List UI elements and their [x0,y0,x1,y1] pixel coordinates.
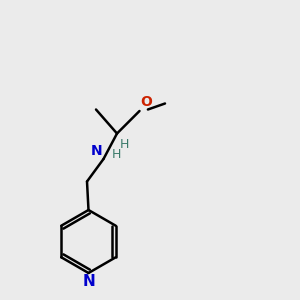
Text: H: H [111,148,121,160]
Text: O: O [140,94,152,109]
Text: H: H [120,138,129,151]
Text: N: N [90,144,102,158]
Text: N: N [82,274,95,289]
